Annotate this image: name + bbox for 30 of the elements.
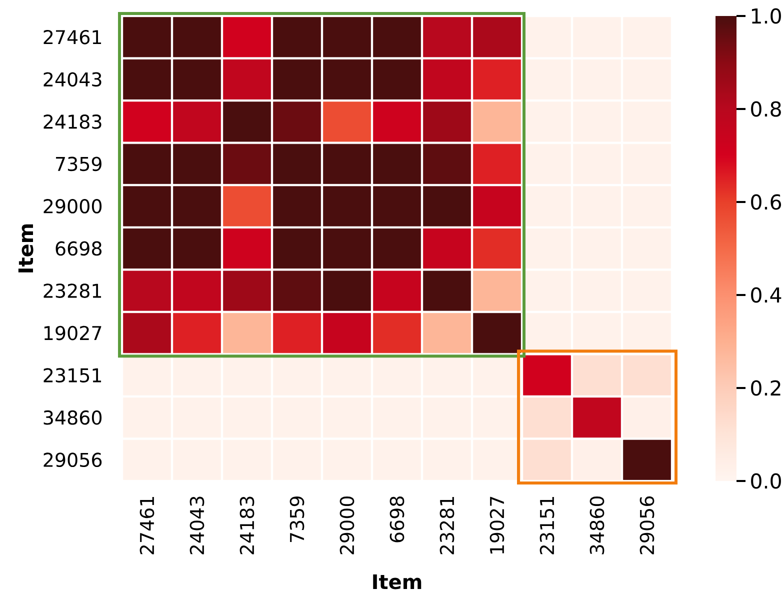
x-tick-label: 29056 — [640, 496, 654, 554]
y-tick-label: 23281 — [44, 284, 102, 298]
y-tick-label: 29056 — [44, 452, 102, 468]
x-tick-label: 24183 — [240, 496, 254, 554]
color-bar-label: 0.6 — [751, 194, 782, 210]
x-tick-label: 27461 — [140, 496, 154, 554]
color-bar-label: 0.8 — [751, 101, 781, 117]
x-tick-label: 23281 — [440, 496, 454, 554]
y-tick-label: 6698 — [56, 241, 102, 256]
color-bar-label: 0.2 — [751, 380, 780, 396]
y-tick-label: 34860 — [44, 410, 102, 425]
y-axis-title: Item — [18, 224, 34, 272]
x-tick-label: 23151 — [540, 496, 554, 554]
y-tick-label: 24043 — [44, 72, 102, 87]
x-tick-label: 6698 — [390, 496, 404, 542]
y-tick-label: 23151 — [44, 368, 102, 383]
color-bar-label: 0.0 — [751, 473, 781, 489]
x-tick-label: 34860 — [590, 496, 604, 554]
y-tick-label: 24183 — [44, 114, 102, 129]
x-tick-label: 24043 — [190, 496, 204, 554]
y-tick-label: 29000 — [44, 199, 102, 214]
x-tick-label: 19027 — [490, 496, 504, 554]
y-tick-label: 19027 — [44, 326, 102, 340]
y-tick-label: 7359 — [56, 156, 102, 172]
color-bar-label: 0.4 — [751, 287, 782, 303]
x-tick-label: 29000 — [340, 496, 354, 554]
x-axis-title: Item — [373, 574, 422, 590]
y-tick-label: 27461 — [44, 30, 102, 44]
color-bar-label: 1.0 — [752, 8, 781, 24]
x-tick-label: 7359 — [290, 496, 304, 542]
